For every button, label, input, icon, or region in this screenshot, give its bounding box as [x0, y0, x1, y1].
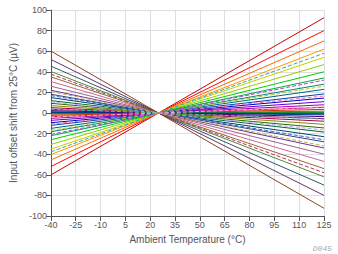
svg-text:-40: -40 [44, 220, 57, 230]
svg-text:20: 20 [37, 87, 47, 97]
svg-text:60: 60 [37, 46, 47, 56]
svg-text:80: 80 [245, 220, 255, 230]
svg-text:95: 95 [269, 220, 279, 230]
svg-text:40: 40 [37, 67, 47, 77]
svg-text:-25: -25 [69, 220, 82, 230]
svg-text:5: 5 [123, 220, 128, 230]
svg-text:20: 20 [145, 220, 155, 230]
svg-text:65: 65 [220, 220, 230, 230]
svg-text:0: 0 [42, 108, 47, 118]
svg-text:-20: -20 [34, 129, 47, 139]
svg-text:-60: -60 [34, 170, 47, 180]
svg-text:125: 125 [316, 220, 331, 230]
svg-text:80: 80 [37, 26, 47, 36]
svg-text:35: 35 [170, 220, 180, 230]
svg-text:-100: -100 [28, 211, 47, 221]
svg-text:-10: -10 [94, 220, 107, 230]
svg-text:-80: -80 [34, 190, 47, 200]
svg-text:110: 110 [292, 220, 306, 230]
svg-text:-40: -40 [34, 149, 47, 159]
svg-text:Ambient Temperature (°C): Ambient Temperature (°C) [129, 234, 245, 245]
svg-text:50: 50 [195, 220, 205, 230]
svg-text:100: 100 [32, 5, 47, 15]
svg-text:Input offset shift from 25°C (: Input offset shift from 25°C (µV) [8, 43, 19, 183]
svg-text:D045: D045 [313, 244, 332, 253]
